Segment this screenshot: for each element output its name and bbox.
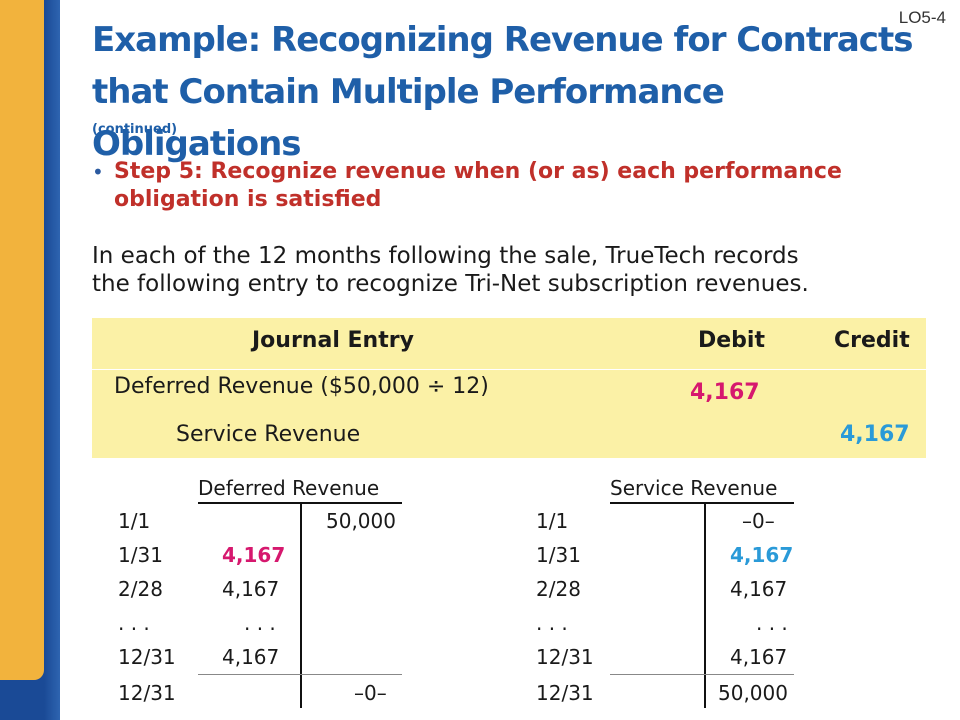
journal-row-1-debit: 4,167 [690, 380, 760, 405]
journal-header-credit: Credit [834, 328, 910, 353]
journal-header-divider [92, 369, 926, 370]
t-account-title: Deferred Revenue [198, 476, 380, 500]
paragraph-line-1: In each of the 12 months following the s… [92, 243, 799, 269]
journal-header-debit: Debit [698, 328, 765, 353]
sidebar-shadow [44, 0, 60, 720]
t-account-deferred-revenue: Deferred Revenue 1/1 50,000 1/31 4,167 2… [108, 476, 408, 716]
t-row-date: . . . [536, 611, 568, 635]
journal-row-1-account: Deferred Revenue ($50,000 ÷ 12) [114, 374, 489, 399]
paragraph-line-2: the following entry to recognize Tri-Net… [92, 271, 809, 297]
journal-header-entry: Journal Entry [252, 328, 414, 353]
t-row-credit: 50,000 [718, 681, 788, 705]
journal-entry-table: Journal Entry Debit Credit Deferred Reve… [92, 318, 926, 458]
t-row-debit: 4,167 [222, 577, 280, 601]
t-account-total-rule [610, 674, 794, 675]
t-row-credit: 4,167 [730, 543, 794, 567]
t-row-date: 12/31 [118, 645, 176, 669]
explanation-paragraph: In each of the 12 months following the s… [92, 242, 932, 298]
step-text-line-2: obligation is satisfied [114, 187, 382, 212]
t-row-debit: 4,167 [222, 645, 280, 669]
t-account-title: Service Revenue [610, 476, 778, 500]
journal-row-2-credit: 4,167 [840, 422, 910, 447]
sidebar-gold-band [0, 0, 44, 680]
t-row-date: 1/1 [536, 509, 569, 533]
t-row-credit: –0– [354, 681, 387, 705]
t-row-credit: –0– [742, 509, 775, 533]
t-account-total-rule [198, 674, 402, 675]
t-row-date: 1/31 [118, 543, 163, 567]
continued-label: (continued) [92, 122, 178, 137]
t-row-date: . . . [118, 611, 150, 635]
slide-title: Example: Recognizing Revenue for Contrac… [92, 14, 932, 170]
t-account-service-revenue: Service Revenue 1/1 –0– 1/31 4,167 2/28 … [528, 476, 828, 716]
t-account-top-rule [610, 502, 794, 504]
t-row-date: 2/28 [118, 577, 163, 601]
title-line-1: Example: Recognizing Revenue for Contrac… [92, 20, 913, 60]
t-account-center-rule [300, 502, 302, 708]
step-text: Step 5: Recognize revenue when (or as) e… [114, 158, 842, 214]
t-row-debit: . . . [244, 611, 276, 635]
t-row-credit: . . . [756, 611, 788, 635]
title-line-2: that Contain Multiple Performance Obliga… [92, 72, 725, 164]
t-row-date: 2/28 [536, 577, 581, 601]
t-account-center-rule [704, 502, 706, 708]
t-row-date: 12/31 [536, 681, 594, 705]
learning-objective-tag: LO5-4 [898, 8, 946, 27]
step-text-line-1: Step 5: Recognize revenue when (or as) e… [114, 159, 842, 184]
t-row-date: 1/31 [536, 543, 581, 567]
journal-row-2-account: Service Revenue [176, 422, 361, 447]
t-row-credit: 50,000 [326, 509, 396, 533]
t-row-date: 12/31 [536, 645, 594, 669]
step-bullet: • Step 5: Recognize revenue when (or as)… [92, 158, 912, 214]
t-row-credit: 4,167 [730, 645, 788, 669]
t-row-debit: 4,167 [222, 543, 286, 567]
t-row-date: 12/31 [118, 681, 176, 705]
t-row-credit: 4,167 [730, 577, 788, 601]
t-row-date: 1/1 [118, 509, 151, 533]
bullet-icon: • [92, 160, 104, 184]
